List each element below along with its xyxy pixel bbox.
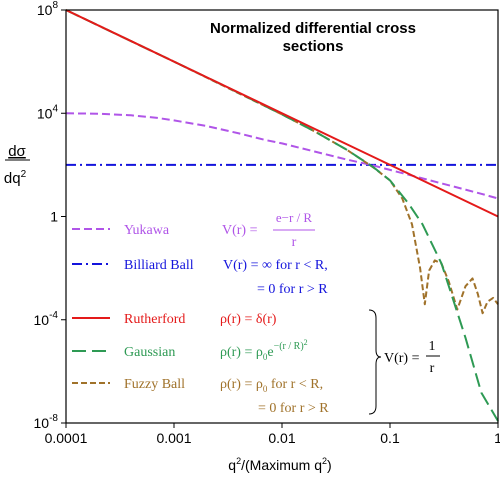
chart-title-line-2: sections <box>283 38 344 55</box>
y-axis-ticks: 108 104 1 10-4 10-8 <box>34 0 66 431</box>
y-axis-label-denominator: dq2 <box>4 169 27 187</box>
legend-label-fuzzy: Fuzzy Ball <box>124 377 185 392</box>
legend-label-billiard: Billiard Ball <box>124 258 194 273</box>
y-tick-label: 10-8 <box>34 413 59 431</box>
y-axis-label: dσ dq2 <box>4 143 30 187</box>
y-tick-label: 1 <box>50 209 58 225</box>
y-tick-label: 108 <box>37 0 59 18</box>
x-tick-label: 1 <box>494 430 500 446</box>
legend-potential-denominator: r <box>430 361 435 376</box>
y-tick-label: 104 <box>37 103 59 121</box>
x-tick-label: 0.1 <box>380 430 400 446</box>
chart-title-line-1: Normalized differential cross <box>210 20 416 37</box>
legend-gaussian-formula: ρ(r) = ρ0e−(r / R)2 <box>220 338 308 362</box>
legend: Yukawa V(r) = e−r / R r Billiard Ball V(… <box>72 210 440 416</box>
y-axis-label-numerator: dσ <box>8 143 26 160</box>
legend-yukawa-denominator: r <box>292 235 297 250</box>
x-tick-label: 0.01 <box>268 430 295 446</box>
legend-yukawa-lhs: V(r) = <box>222 223 258 238</box>
legend-potential-lhs: V(r) = <box>384 351 420 366</box>
x-tick-label: 0.001 <box>156 430 191 446</box>
plot-frame <box>65 9 499 424</box>
legend-fuzzy-line1: ρ(r) = ρ0 for r < R, <box>220 377 323 394</box>
legend-label-gaussian: Gaussian <box>124 345 175 360</box>
legend-billiard-line2: = 0 for r > R <box>257 282 328 297</box>
x-axis-label: q2/(Maximum q2) <box>228 456 331 473</box>
legend-billiard-line1: V(r) = ∞ for r < R, <box>223 258 328 273</box>
y-tick-label: 10-4 <box>34 310 59 328</box>
legend-label-yukawa: Yukawa <box>124 223 170 238</box>
legend-brace <box>368 309 382 415</box>
legend-fuzzy-line2: = 0 for r > R <box>258 401 329 416</box>
series-line-yukawa <box>65 112 499 200</box>
series-line-rutherford <box>65 9 499 218</box>
x-tick-label: 0.0001 <box>45 430 88 446</box>
legend-yukawa-numerator: e−r / R <box>276 210 313 225</box>
series-layer <box>65 9 499 422</box>
series-line-gaussian <box>65 9 499 422</box>
legend-label-rutherford: Rutherford <box>124 312 185 327</box>
x-axis-ticks: 0.0001 0.001 0.01 0.1 1 <box>45 423 500 446</box>
legend-potential-numerator: 1 <box>429 339 436 354</box>
legend-rutherford-formula: ρ(r) = δ(r) <box>220 312 277 327</box>
